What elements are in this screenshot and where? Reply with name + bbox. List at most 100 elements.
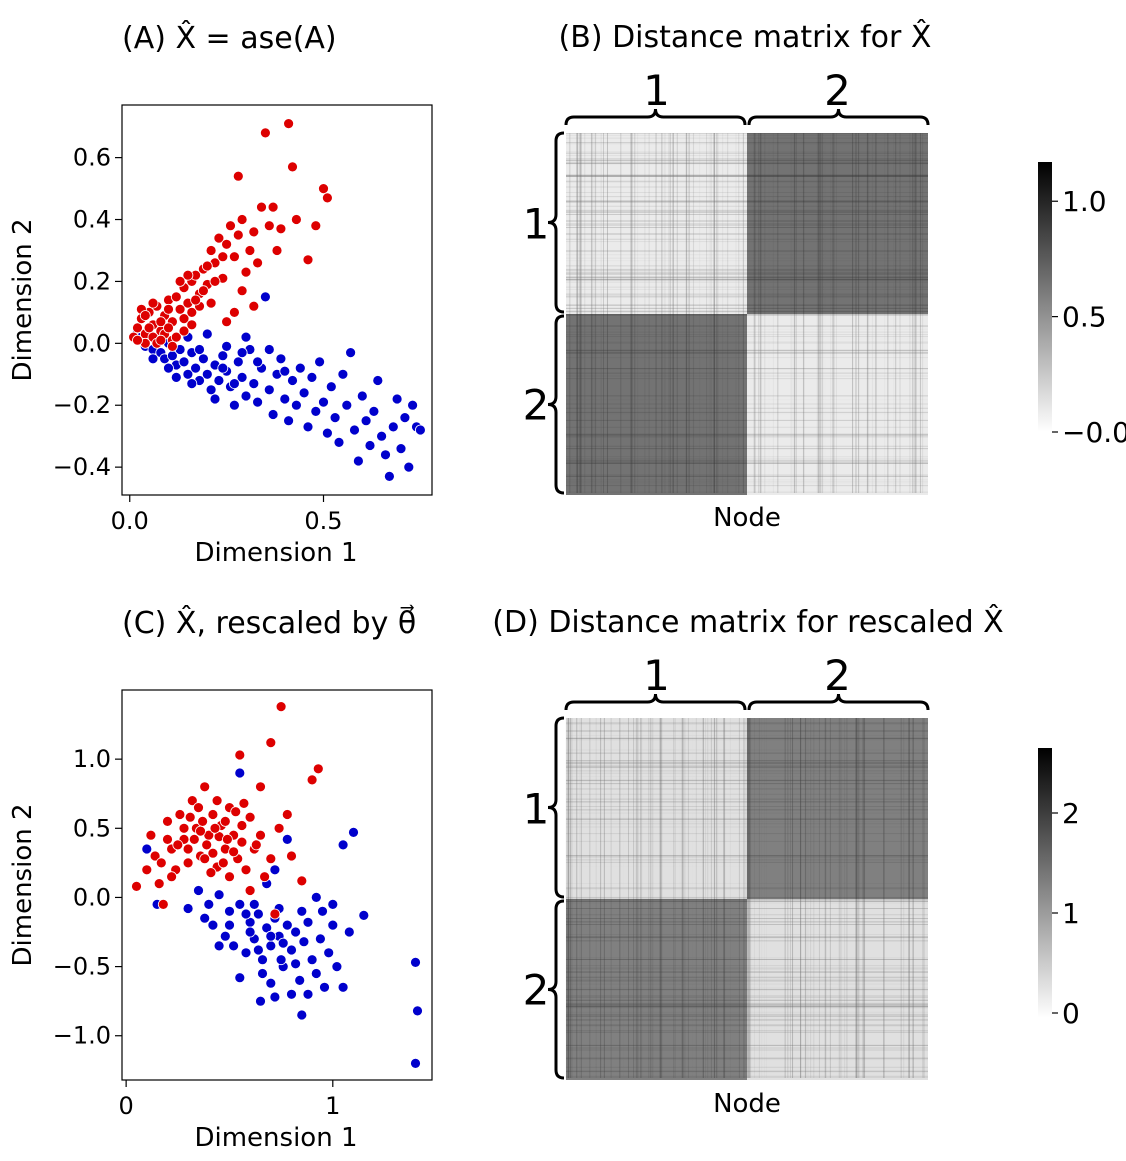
scatter-a-point (248, 300, 260, 312)
scatter-a-point (170, 291, 182, 303)
scatter-c-yticks: 1.0 0.5 0.0 −0.5 −1.0 (53, 745, 122, 1050)
scatter-a-point (329, 412, 341, 424)
scatter-a-point (132, 334, 143, 346)
heatmap-block-11 (566, 718, 747, 899)
heatmap-b-colorbar-tick-label: 1.0 (1062, 185, 1107, 218)
scatter-c-point (199, 781, 211, 793)
scatter-a-point (228, 399, 240, 411)
scatter-a-point (275, 353, 287, 365)
heatmap-d-stripes (565, 718, 928, 1078)
scatter-a-points (128, 118, 426, 482)
scatter-a-point (205, 297, 217, 309)
scatter-c-point (255, 781, 266, 793)
scatter-c-point (211, 795, 223, 806)
scatter-a-point (209, 393, 221, 405)
heatmap-block-22 (747, 899, 928, 1080)
panel-b: (B) Distance matrix for X̂ Node 1 2 1 2 1.0… (523, 19, 1126, 533)
scatter-a-point (279, 393, 291, 405)
scatter-a-point (283, 118, 295, 129)
scatter-c-point (286, 944, 297, 956)
scatter-c-point (153, 878, 165, 889)
panel-c-title: (C) X̂, rescaled by θ⃗ (122, 605, 416, 641)
scatter-a-point (248, 378, 260, 390)
heatmap-b-colorbar-tick-label: −0.0 (1062, 416, 1126, 449)
scatter-a-point (380, 449, 391, 461)
scatter-c-point (184, 811, 196, 823)
scatter-a-point (279, 365, 291, 377)
scatter-c-point (257, 954, 268, 966)
scatter-c-point (244, 926, 256, 938)
heatmap-b-brace-left-1 (547, 131, 565, 314)
scatter-a-point (209, 275, 221, 287)
scatter-a-point (302, 421, 314, 433)
scatter-c-point (201, 839, 213, 851)
heatmap-b-brace-left-2 (547, 314, 565, 495)
heatmap-d-block-label-top: 1 (643, 651, 670, 700)
scatter-c-point (323, 947, 335, 959)
scatter-c-point (209, 822, 221, 834)
scatter-c-point (207, 847, 219, 859)
scatter-c-point (145, 829, 157, 841)
scatter-a-point (244, 245, 256, 256)
scatter-c-point (306, 774, 318, 786)
scatter-a-point (267, 201, 279, 213)
scatter-c-point (410, 957, 421, 968)
scatter-c-point (306, 954, 318, 966)
scatter-a-point (283, 415, 295, 427)
scatter-a-point (318, 396, 329, 408)
scatter-c-point (358, 910, 370, 921)
scatter-c-point (178, 822, 190, 834)
scatter-c-point (337, 981, 349, 993)
heatmap-b-block-label-left: 2 (523, 381, 550, 430)
scatter-c-point (193, 802, 204, 813)
scatter-a-point (318, 183, 329, 195)
scatter-a-point (236, 214, 248, 225)
scatter-c-xlabel: Dimension 1 (194, 1123, 357, 1153)
scatter-a-xtick-label: 0.5 (304, 507, 342, 535)
scatter-c-point (298, 936, 310, 948)
scatter-c-point (236, 836, 248, 848)
scatter-c-point (207, 809, 219, 820)
scatter-c-point (290, 926, 302, 938)
scatter-c-point (294, 975, 306, 986)
scatter-c-point (252, 944, 264, 956)
heatmap-b-block-label-top: 2 (824, 66, 851, 115)
heatmap-d-colorbar-gradient (1038, 748, 1052, 1018)
scatter-a-point (275, 223, 287, 235)
scatter-c-point (234, 767, 246, 779)
scatter-c-point (172, 839, 184, 851)
scatter-a-xlabel: Dimension 1 (194, 538, 357, 568)
heatmap-b-brace-top-2 (747, 108, 930, 126)
scatter-c-point (230, 806, 242, 818)
scatter-a-point (352, 455, 364, 467)
scatter-a-point (298, 387, 310, 399)
scatter-c-point (228, 846, 240, 858)
scatter-c-point (219, 930, 231, 942)
scatter-a-point (372, 375, 384, 386)
heatmap-block-22 (747, 314, 928, 495)
heatmap-b-colorbar-tick-label: 0.5 (1062, 301, 1107, 334)
scatter-c-point (197, 816, 209, 827)
scatter-c-point (224, 871, 235, 883)
heatmap-d-brace-top-1 (564, 693, 747, 711)
scatter-c-point (141, 864, 153, 876)
scatter-a-point (217, 350, 229, 362)
scatter-a-ytick-label: 0.2 (73, 267, 111, 295)
scatter-a-point (236, 347, 248, 359)
scatter-c-point (312, 763, 324, 775)
scatter-c-frame (121, 689, 433, 1081)
scatter-c-point (166, 871, 178, 883)
scatter-c-point (257, 968, 268, 979)
scatter-c-point (348, 827, 359, 838)
scatter-c-point (277, 937, 289, 949)
scatter-a-point (182, 269, 194, 281)
scatter-c-point (269, 864, 281, 876)
panel-a-title: (A) X̂ = ase(A) (122, 20, 337, 56)
scatter-a-point (205, 384, 217, 396)
scatter-c-point (174, 809, 186, 820)
scatter-c-point (141, 843, 153, 855)
scatter-a-point (287, 375, 298, 386)
scatter-a-point (186, 378, 198, 390)
scatter-c-ylabel: Dimension 2 (8, 803, 38, 966)
